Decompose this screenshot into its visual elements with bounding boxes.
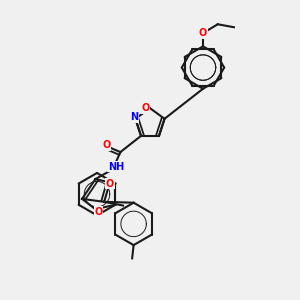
Text: O: O	[106, 178, 114, 189]
Text: O: O	[199, 28, 207, 38]
Text: NH: NH	[108, 162, 124, 172]
Text: O: O	[142, 103, 150, 113]
Text: N: N	[130, 112, 138, 122]
Text: O: O	[95, 206, 103, 217]
Text: O: O	[102, 140, 111, 150]
